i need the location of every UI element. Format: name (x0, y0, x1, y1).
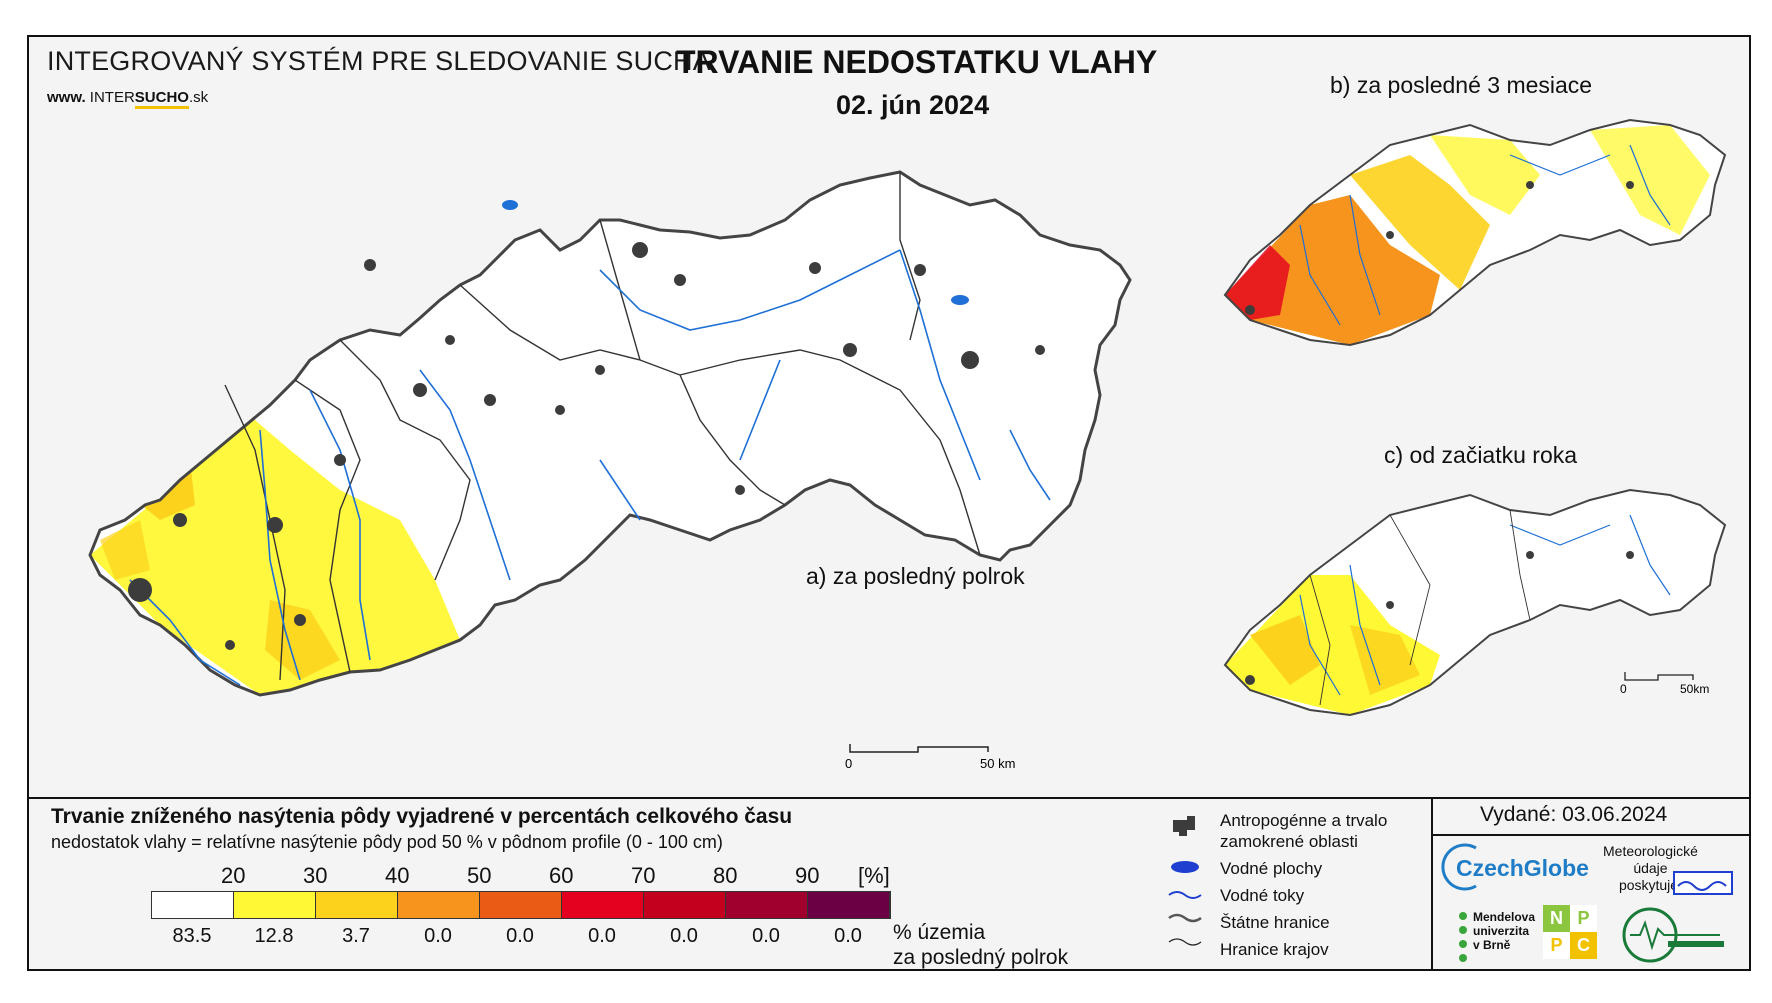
percent-territory-value: 0.0 (424, 925, 452, 947)
color-scale (151, 891, 891, 919)
state-border-icon (1168, 913, 1202, 923)
small-scale-end: 50km (1680, 682, 1710, 696)
region-border-icon (1168, 938, 1202, 946)
map-c (1223, 488, 1727, 717)
color-scale-swatch (726, 892, 808, 918)
color-scale-swatch (562, 892, 644, 918)
color-scale-swatch (644, 892, 726, 918)
mendel-logo: Mendelova univerzita v Brně (1473, 910, 1536, 952)
system-title: INTEGROVANÝ SYSTÉM PRE SLEDOVANIE SUCHA (47, 46, 711, 76)
percent-territory-value: 0.0 (752, 925, 780, 947)
nppc-letter-4: C (1570, 932, 1597, 959)
czechglobe-logo: CzechGlobe (1456, 855, 1589, 881)
legend-threshold-label: 30 (303, 863, 328, 888)
legend-threshold-label: 50 (467, 863, 492, 888)
nppc-letter-1: N (1543, 905, 1570, 932)
percent-territory-value: 3.7 (342, 925, 370, 947)
color-scale-swatch (316, 892, 398, 918)
mendel-logo-icon (1459, 912, 1467, 962)
symbol-state-border-label: Štátne hranice (1220, 913, 1330, 932)
legend-threshold-label: 90 (795, 863, 820, 888)
color-scale-swatch (152, 892, 234, 918)
percent-note: % územia za posledný polrok (893, 920, 1068, 970)
urban-area-icon (1173, 816, 1195, 836)
symbol-river-label: Vodné toky (1220, 886, 1305, 905)
color-scale-swatch (234, 892, 316, 918)
ustav-vied-o-zemi-logo (1622, 907, 1724, 963)
small-scale-zero: 0 (1620, 682, 1627, 696)
percent-territory-value: 0.0 (588, 925, 616, 947)
issued-date: Vydané: 03.06.2024 (1480, 803, 1668, 826)
river-icon (1168, 891, 1202, 899)
percent-note-line1: % územia (893, 921, 986, 944)
www-brand: INTER (89, 89, 135, 106)
map-b-label: b) za posledné 3 mesiace (1330, 72, 1593, 98)
urban-areas (128, 242, 1045, 650)
legend-divider (1431, 797, 1433, 971)
www-suffix: .sk (188, 89, 209, 106)
percent-territory-value: 0.0 (834, 925, 862, 947)
main-title: TRVANIE NEDOSTATKU VLAHY (676, 44, 1158, 80)
legend-threshold-label: 70 (631, 863, 656, 888)
legend-threshold-label: 40 (385, 863, 410, 888)
percent-territory-value: 0.0 (506, 925, 534, 947)
legend-threshold-label: 20 (221, 863, 246, 888)
legend-subtitle: nedostatok vlahy = relatívne nasýtenie p… (51, 832, 723, 852)
map-a-label: a) za posledný polrok (806, 563, 1025, 589)
map-b (1223, 118, 1727, 347)
main-scale-zero: 0 (845, 756, 853, 771)
nppc-logo: N P P C (1543, 905, 1597, 959)
nppc-letter-3: P (1543, 932, 1570, 959)
map-c-label: c) od začiatku roka (1384, 442, 1578, 468)
czechglobe-logo-icon (1441, 843, 1477, 891)
symbol-urban-label: Antropogénne a trvalo zamokrené oblasti (1220, 811, 1388, 851)
water-body-icon (1171, 861, 1199, 873)
water-bodies (502, 200, 969, 305)
main-map-a (88, 170, 1132, 697)
small-scale-bar (1624, 672, 1694, 681)
symbol-water-label: Vodné plochy (1220, 859, 1323, 878)
main-scale-end: 50 km (980, 756, 1016, 771)
legend-threshold-label: 80 (713, 863, 738, 888)
symbol-region-border-label: Hranice krajov (1220, 940, 1329, 959)
color-scale-swatch (808, 892, 890, 918)
website-link[interactable]: www. INTERSUCHO.sk (47, 89, 209, 109)
color-scale-swatch (480, 892, 562, 918)
rivers (129, 249, 1051, 686)
color-scale-swatch (398, 892, 480, 918)
issued-divider (1431, 834, 1751, 836)
percent-note-line2: za posledný polrok (893, 946, 1069, 969)
map-date: 02. jún 2024 (836, 90, 990, 120)
percent-territory-value: 83.5 (172, 925, 212, 947)
percent-territory-value: 0.0 (670, 925, 698, 947)
shmu-logo-icon (1673, 871, 1733, 895)
main-scale-bar (849, 744, 989, 753)
nppc-letter-2: P (1570, 905, 1597, 932)
symbol-icons (1168, 816, 1202, 946)
percent-territory-value: 12.8 (254, 925, 294, 947)
legend-threshold-label: 60 (549, 863, 574, 888)
legend-panel (27, 797, 1751, 971)
legend-title: Trvanie zníženého nasýtenia pôdy vyjadre… (51, 805, 793, 828)
www-prefix: www. (47, 89, 86, 106)
www-sucho: SUCHO (134, 89, 189, 109)
legend-unit: [%] (858, 863, 890, 888)
meteo-note: Meteorologické údaje poskytuje: (1603, 843, 1698, 893)
